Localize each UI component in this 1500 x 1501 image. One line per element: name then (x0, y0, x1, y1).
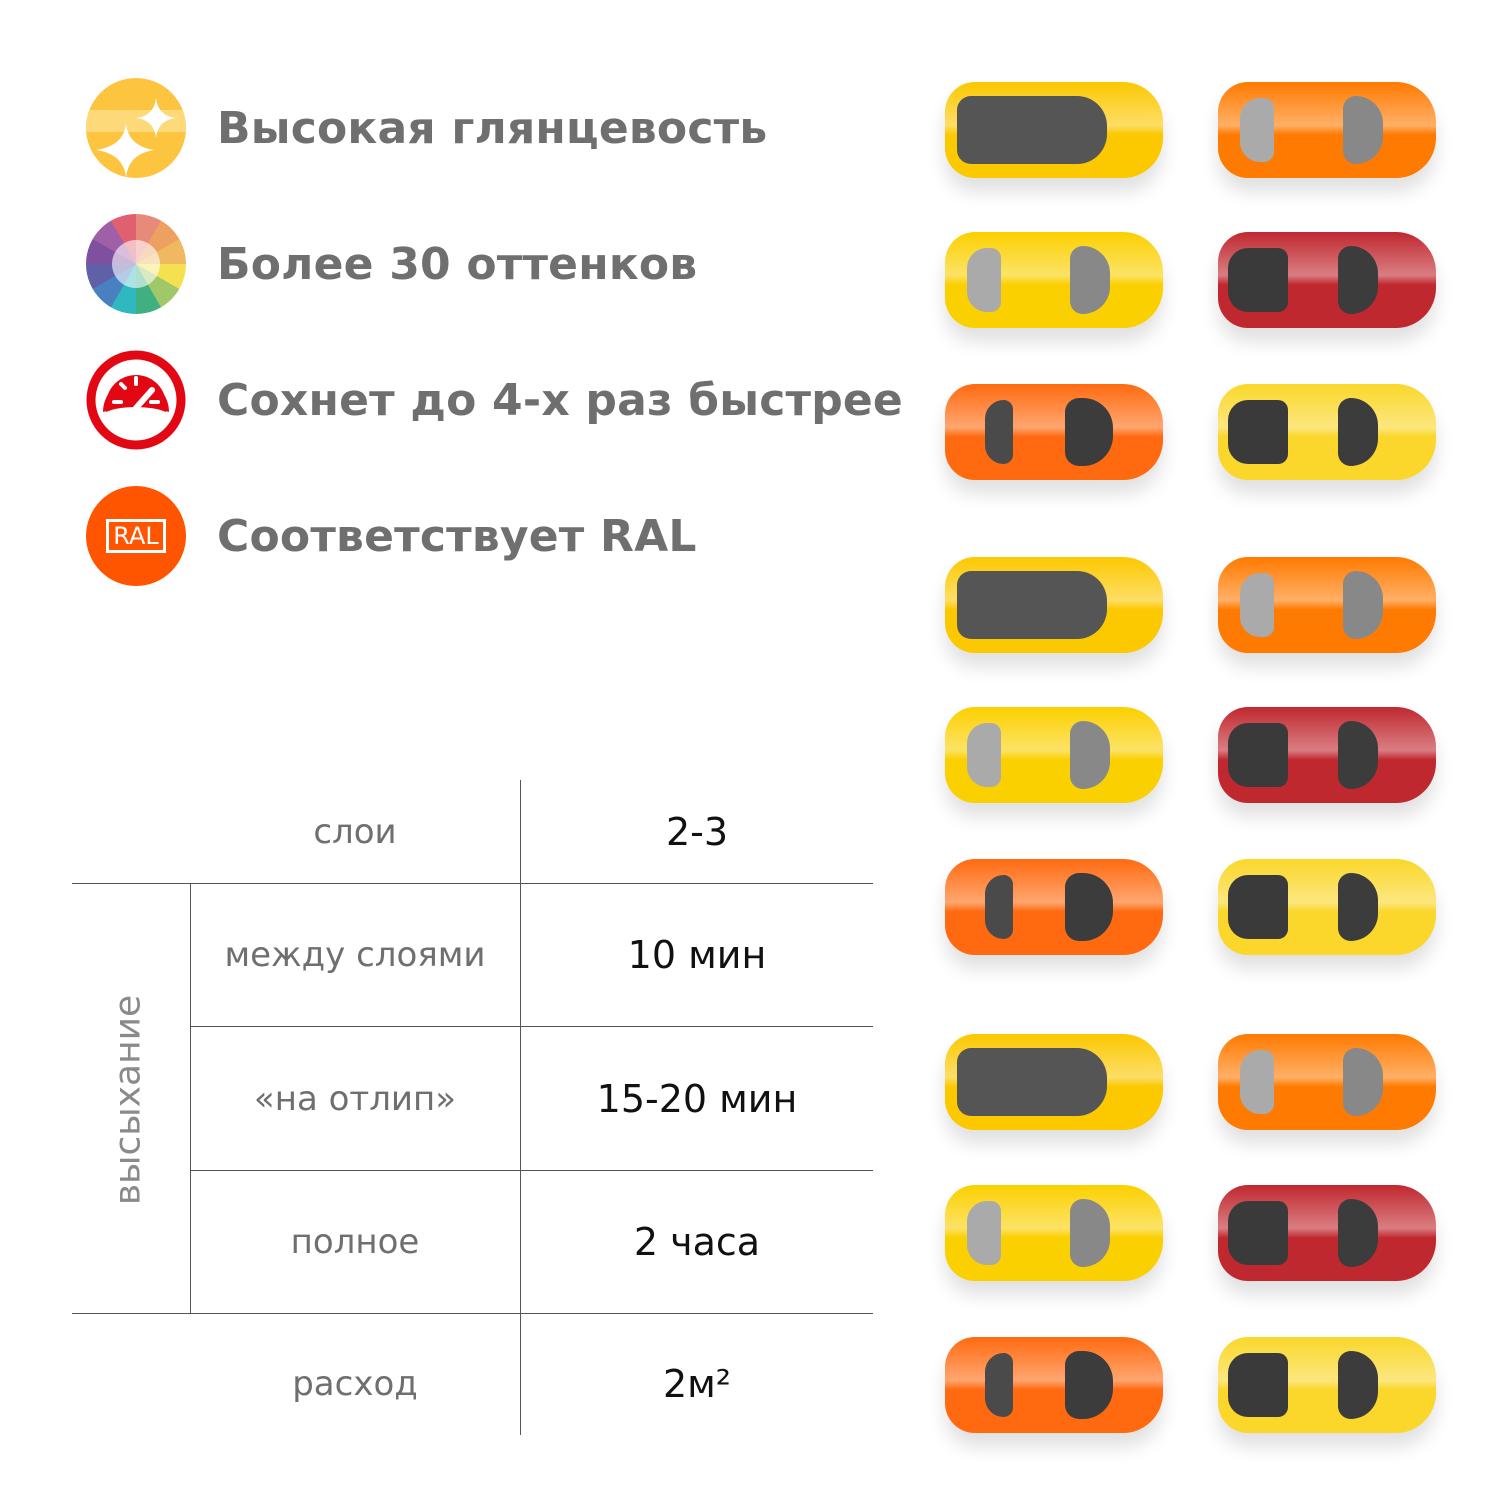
row-label: между слоями (224, 935, 486, 975)
divider (190, 1026, 873, 1027)
rear-window (1240, 1050, 1274, 1114)
row-label: слои (313, 811, 397, 852)
windshield (1343, 571, 1383, 639)
feature-shades: Более 30 оттенков (86, 214, 697, 314)
feature-label: Сохнет до 4-х раз быстрее (217, 374, 903, 426)
toy-car-sedan (945, 707, 1163, 803)
toy-car-sedan (1218, 82, 1436, 178)
toy-car-convertible (945, 82, 1163, 178)
rear-window (967, 1201, 1001, 1265)
feature-label: Более 30 оттенков (217, 238, 698, 290)
feature-label: Высокая глянцевость (217, 102, 768, 154)
row-value: 2-3 (665, 809, 729, 854)
color-wheel-icon (86, 214, 186, 314)
windshield (1338, 246, 1378, 314)
toy-car-pickup (1218, 859, 1436, 955)
toy-car-sedan (945, 232, 1163, 328)
windshield (1065, 1351, 1113, 1419)
rear-window (1228, 875, 1288, 939)
row-value: 2м² (662, 1362, 732, 1406)
rear-window (1240, 98, 1274, 162)
rear-window (967, 248, 1001, 312)
windshield (1070, 1199, 1110, 1267)
row-value: 15-20 мин (596, 1076, 798, 1121)
windshield (1065, 873, 1113, 941)
feature-gloss: Высокая глянцевость (86, 78, 767, 178)
toy-car-pickup (1218, 384, 1436, 480)
rear-window (1228, 1201, 1288, 1265)
divider (72, 1313, 873, 1314)
windshield (1070, 246, 1110, 314)
windshield (1338, 1199, 1378, 1267)
toy-car-pickup (1218, 1185, 1436, 1281)
feature-label: Соответствует RAL (217, 510, 697, 562)
toy-car-pickup (1218, 707, 1436, 803)
rear-window (1228, 723, 1288, 787)
toy-car-pickup (1218, 1337, 1436, 1433)
row-label: расход (292, 1364, 418, 1404)
feature-ral: RAL Соответствует RAL (86, 486, 697, 586)
windshield (1070, 721, 1110, 789)
windshield (957, 571, 1107, 639)
toy-car-sports (945, 1337, 1163, 1433)
speedometer-icon (86, 350, 186, 450)
windshield (1338, 873, 1378, 941)
toy-car-pickup (1218, 232, 1436, 328)
divider (190, 1170, 873, 1171)
toy-car-convertible (945, 557, 1163, 653)
divider (190, 883, 191, 1313)
toy-car-convertible (945, 1034, 1163, 1130)
ral-icon: RAL (86, 486, 186, 586)
toy-car-sedan (1218, 1034, 1436, 1130)
row-value: 10 мин (627, 933, 767, 977)
feature-drying: Сохнет до 4-х раз быстрее (86, 350, 903, 450)
divider (72, 883, 873, 884)
windshield (957, 96, 1107, 164)
row-label: «на отлип» (253, 1078, 457, 1119)
windshield (957, 1048, 1107, 1116)
row-value: 2 часа (633, 1220, 761, 1264)
divider (520, 780, 521, 1435)
rear-window (1228, 400, 1288, 464)
rear-window (1228, 248, 1288, 312)
rear-window (967, 723, 1001, 787)
toy-car-sedan (1218, 557, 1436, 653)
toy-car-sports (945, 384, 1163, 480)
row-label: полное (290, 1222, 420, 1262)
windshield (1343, 1048, 1383, 1116)
windshield (1338, 398, 1378, 466)
windshield (1343, 96, 1383, 164)
windshield (1338, 1351, 1378, 1419)
rear-window (985, 400, 1013, 464)
rear-window (985, 875, 1013, 939)
group-label-drying: высыхание (107, 994, 149, 1206)
rear-window (985, 1353, 1013, 1417)
sparkle-icon (86, 78, 186, 178)
rear-window (1240, 573, 1274, 637)
windshield (1338, 721, 1378, 789)
toy-car-sports (945, 859, 1163, 955)
toy-car-sedan (945, 1185, 1163, 1281)
windshield (1065, 398, 1113, 466)
rear-window (1228, 1353, 1288, 1417)
